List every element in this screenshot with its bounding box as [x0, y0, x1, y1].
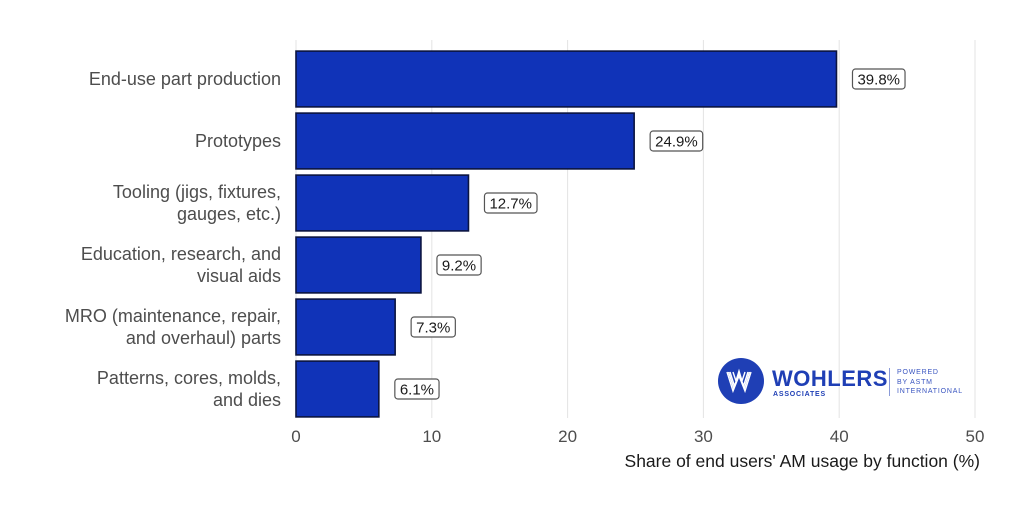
data-label: 7.3% [410, 316, 456, 338]
category-label: MRO (maintenance, repair, [65, 306, 281, 326]
data-label-text: 9.2% [442, 258, 476, 275]
data-label-box [851, 68, 906, 90]
category-labels: End-use part production Prototypes Tooling… [65, 69, 281, 410]
category-label: Prototypes [195, 131, 281, 151]
category-label: gauges, etc.) [177, 204, 281, 224]
data-label-box [649, 130, 704, 152]
logo-powered-line: POWERED [897, 369, 939, 376]
logo-w-icon [726, 368, 752, 394]
data-label-box [483, 192, 538, 214]
data-label-text: 24.9% [655, 134, 698, 151]
data-label: 6.1% [394, 378, 440, 400]
logo-divider [889, 368, 890, 396]
data-label: 39.8% [851, 68, 906, 90]
category-label: End-use part production [89, 69, 281, 89]
data-label-text: 7.3% [416, 320, 450, 337]
bar [295, 50, 838, 108]
category-label: and dies [213, 390, 281, 410]
category-label: visual aids [197, 266, 281, 286]
data-labels: 39.8% 24.9% 12.7% 9.2% 7.3% 6.1% [394, 68, 906, 400]
data-label-box [410, 316, 456, 338]
data-label-text: 12.7% [489, 196, 532, 213]
category-label: Tooling (jigs, fixtures, [113, 182, 281, 202]
category-label: Patterns, cores, molds, [97, 368, 281, 388]
x-tick-labels: 0 10 20 30 40 50 [291, 427, 984, 446]
category-label: and overhaul) parts [126, 328, 281, 348]
x-tick-label: 0 [291, 427, 300, 446]
data-label-box [436, 254, 482, 276]
x-axis-title: Share of end users' AM usage by function… [625, 451, 980, 471]
x-tick-label: 20 [558, 427, 577, 446]
x-tick-label: 40 [830, 427, 849, 446]
logo-powered-line: INTERNATIONAL [897, 388, 963, 395]
bar [295, 360, 380, 418]
bar [295, 174, 470, 232]
bar [295, 112, 635, 170]
data-label: 9.2% [436, 254, 482, 276]
logo-subtitle: ASSOCIATES [773, 391, 826, 398]
data-label-text: 6.1% [400, 382, 434, 399]
data-label-box [394, 378, 440, 400]
x-tick-label: 50 [966, 427, 985, 446]
logo-powered-line: BY ASTM [897, 378, 933, 386]
x-tick-label: 30 [694, 427, 713, 446]
bars [295, 50, 838, 418]
logo-name: WOHLERS [772, 366, 888, 391]
x-tick-label: 10 [422, 427, 441, 446]
wohlers-logo: WOHLERS ASSOCIATES POWERED BY ASTM INTER… [716, 356, 966, 408]
logo-circle [718, 358, 764, 404]
bar [295, 236, 422, 294]
data-label-text: 39.8% [857, 72, 900, 89]
data-label: 12.7% [483, 192, 538, 214]
logo-powered-by: POWERED BY ASTM INTERNATIONAL [897, 368, 963, 397]
category-label: Education, research, and [81, 244, 281, 264]
bar [295, 298, 396, 356]
data-label: 24.9% [649, 130, 704, 152]
